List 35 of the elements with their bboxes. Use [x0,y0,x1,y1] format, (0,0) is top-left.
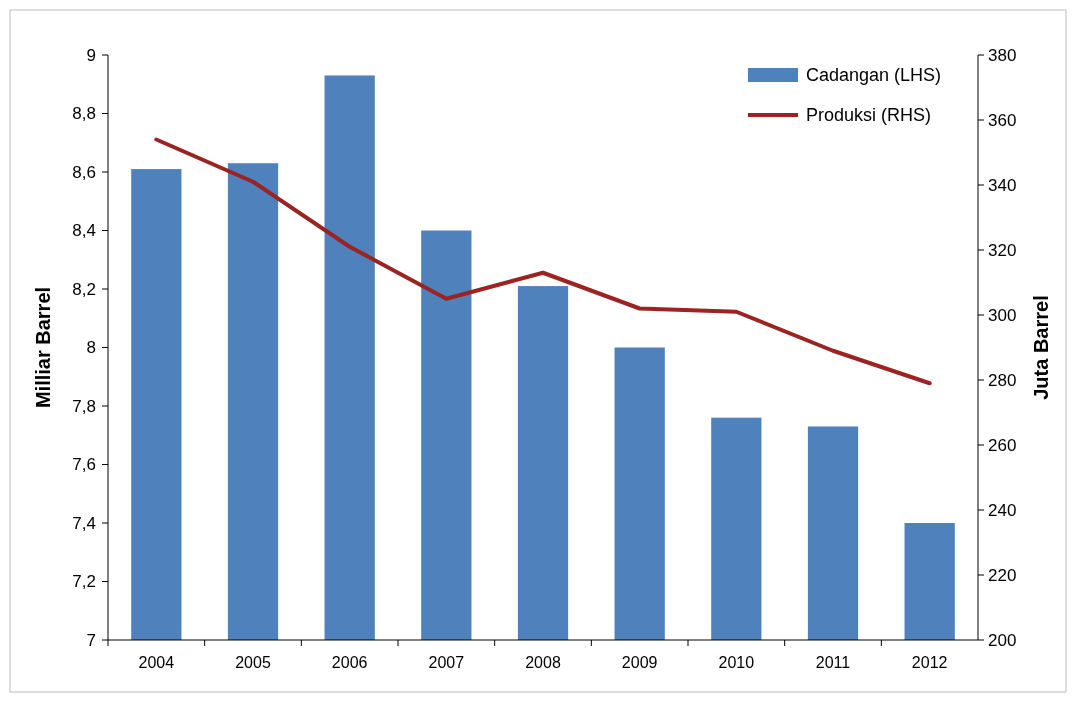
y-tick-label: 7,2 [72,572,96,592]
y2-axis-title: Juta Barrel [1030,295,1052,400]
y2-tick-label: 280 [988,370,1017,390]
x-tick-label: 2011 [815,654,851,671]
legend-label: Cadangan (LHS) [806,65,942,86]
line-series [154,137,932,386]
y-tick-label: 7,8 [72,396,96,416]
y2-tick-label: 380 [988,45,1017,65]
y2-tick-label: 320 [988,240,1017,260]
y-tick-label: 9 [86,45,96,65]
x-tick-label: 2008 [525,654,561,671]
y-tick-label: 8,8 [72,104,96,124]
x-tick-label: 2009 [621,654,658,671]
y-axis-title: Milliar Barrel [32,286,54,409]
y-tick-label: 8,2 [72,279,96,299]
y-tick-label: 8 [86,338,96,358]
y2-tick-label: 260 [988,435,1017,455]
x-tick-label: 2007 [428,654,465,671]
y2-tick-label: 340 [988,175,1017,195]
y-tick-label: 8,6 [72,162,96,182]
x-tick-label: 2005 [235,654,271,671]
y2-tick-label: 220 [988,565,1017,585]
y-tick-label: 8,4 [72,221,96,241]
y2-tick-label: 200 [988,630,1017,650]
x-tick-label: 2004 [138,654,175,671]
legend-label: Produksi (RHS) [806,105,932,126]
x-tick-label: 2006 [331,654,368,671]
y-tick-label: 7 [86,630,96,650]
y-tick-label: 7,4 [72,513,96,533]
y2-tick-label: 300 [988,305,1017,325]
x-tick-label: 2012 [911,654,948,671]
x-tick-label: 2010 [718,654,755,671]
y-tick-label: 7,6 [72,455,96,475]
y2-tick-label: 360 [988,110,1017,130]
y2-tick-label: 240 [988,500,1017,520]
